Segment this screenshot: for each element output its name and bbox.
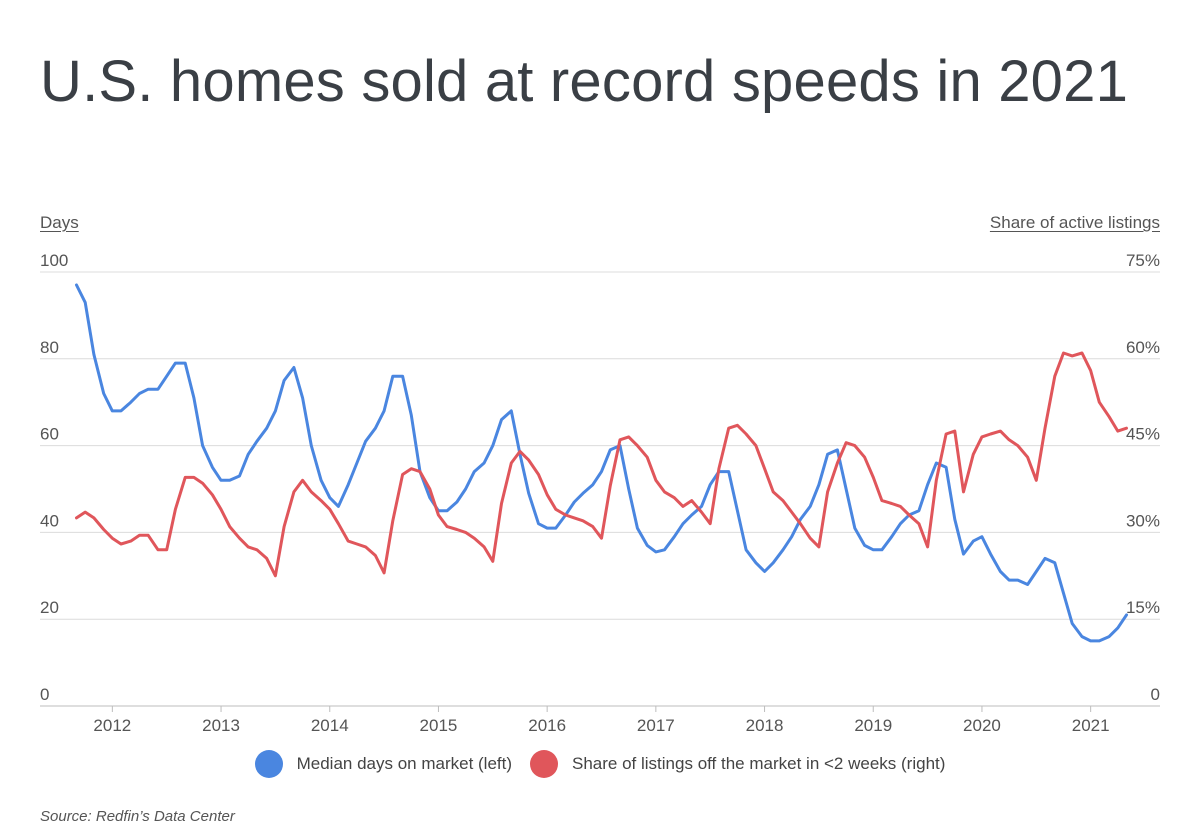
- y-right-tick-label-15: 15%: [1126, 598, 1160, 617]
- y-right-tick-label-75: 75%: [1126, 251, 1160, 270]
- y-right-tick-label-60: 60%: [1126, 338, 1160, 357]
- x-tick-label-2014: 2014: [311, 716, 349, 735]
- series-line-share-listings: [75, 351, 1128, 578]
- y-left-tick-label-100: 100: [40, 251, 68, 270]
- right-axis-title: Share of active listings: [989, 213, 1160, 232]
- legend-swatch-share-listings: [530, 750, 559, 778]
- y-right-tick-label-0: 0: [1151, 685, 1160, 704]
- x-tick-label-2015: 2015: [420, 716, 458, 735]
- y-left-tick-label-40: 40: [40, 511, 59, 530]
- left-axis-title: Days: [40, 213, 79, 232]
- legend-item-share-listings: Share of listings off the market in <2 w…: [530, 750, 945, 778]
- chart-title: U.S. homes sold at record speeds in 2021: [40, 49, 1129, 114]
- legend-label-share-listings: Share of listings off the market in <2 w…: [572, 754, 946, 773]
- y-left-tick-label-20: 20: [40, 598, 59, 617]
- x-tick-label-2020: 2020: [963, 716, 1001, 735]
- source-note: Source: Redfin’s Data Center: [40, 808, 235, 825]
- y-right-tick-label-30: 30%: [1126, 511, 1160, 530]
- legend-label-median-days: Median days on market (left): [296, 754, 513, 773]
- x-tick-label-2019: 2019: [854, 716, 892, 735]
- x-tick-label-2012: 2012: [93, 716, 131, 735]
- legend-swatch-median-days: [254, 750, 283, 778]
- legend-item-median-days: Median days on market (left): [254, 750, 513, 778]
- y-right-tick-label-45: 45%: [1126, 425, 1160, 444]
- y-left-tick-label-0: 0: [40, 685, 49, 704]
- y-left-tick-label-80: 80: [40, 338, 59, 357]
- x-tick-label-2016: 2016: [528, 716, 566, 735]
- y-left-tick-label-60: 60: [40, 425, 59, 444]
- chart-legend: Median days on market (left) Share of li…: [0, 750, 1200, 778]
- x-tick-label-2017: 2017: [637, 716, 675, 735]
- x-tick-label-2013: 2013: [202, 716, 240, 735]
- series-line-median-days: [75, 283, 1128, 643]
- x-tick-label-2018: 2018: [746, 716, 784, 735]
- x-tick-label-2021: 2021: [1072, 716, 1110, 735]
